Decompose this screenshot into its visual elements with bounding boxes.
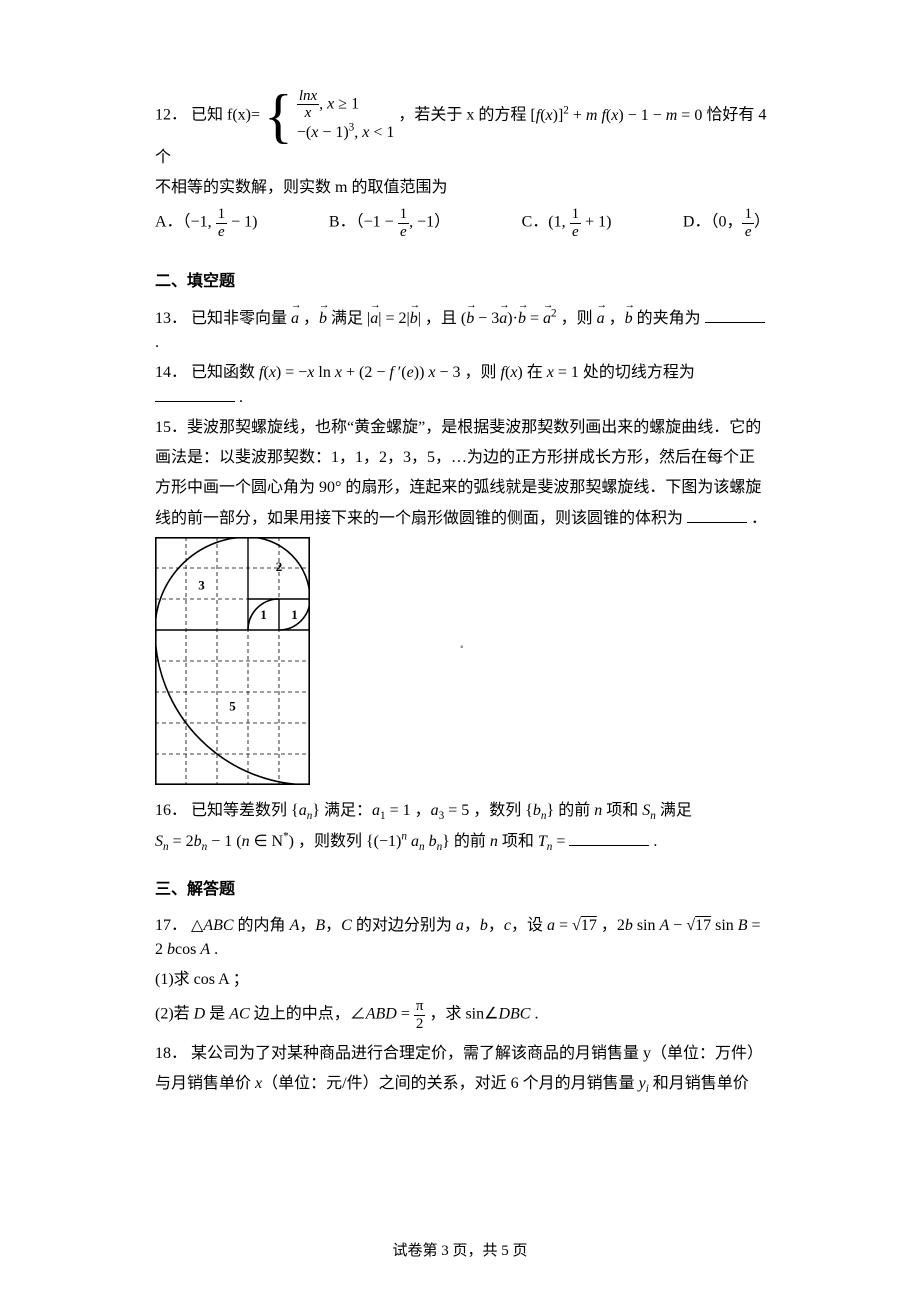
q16-num: 16． [155, 802, 187, 819]
q15-num: 15． [155, 419, 187, 436]
q15-l1: 斐波那契螺旋线，也称“黄金螺旋”，是根据斐波那契数列画出来的螺旋曲线．它的 [187, 419, 761, 436]
q16-tail: . [653, 833, 657, 850]
q12-eq: [f(x)]2 + m f(x) − 1 − m = 0 [530, 107, 702, 124]
q12-prefix: 已知 f(x)= [191, 107, 260, 124]
svg-text:5: 5 [229, 698, 236, 713]
section3-title: 三、解答题 [155, 878, 770, 902]
q13-text: 已知非零向量 a ，b 满足 |a| = 2|b| ，且 (b − 3a)·b … [191, 310, 701, 327]
q15-l2: 画法是：以斐波那契数：1，1，2，3，5，…为边的正方形拼成长方形，然后在每个正 [155, 446, 770, 470]
question-15: 15．斐波那契螺旋线，也称“黄金螺旋”，是根据斐波那契数列画出来的螺旋曲线．它的… [155, 416, 770, 785]
question-16: 16． 已知等差数列 {an} 满足：a1 = 1 ，a3 = 5 ，数列 {b… [155, 799, 770, 854]
q17-p2: (2)若 D 是 AC 边上的中点，∠ABD = π2 ，求 sin∠DBC . [155, 998, 770, 1032]
q12-options: A．（−1, 1e − 1) B．（−1 − 1e, −1） C．(1, 1e … [155, 206, 770, 240]
brace-icon: { [264, 86, 293, 146]
q15-tail: ． [751, 510, 767, 527]
page-footer: 试卷第 3 页，共 5 页 [0, 1240, 920, 1263]
q12-piecewise: lnxx, x ≥ 1 −(x − 1)3, x < 1 [297, 88, 395, 144]
q17-l1: △ABC 的内角 A，B，C 的对边分别为 a，b，c，设 a = 17 ，2b… [155, 917, 761, 958]
q14-num: 14． [155, 364, 187, 381]
q12-opt-c: C．(1, 1e + 1) [522, 206, 612, 240]
fibonacci-spiral-figure: 2 3 1 1 5 [155, 537, 310, 785]
svg-text:1: 1 [291, 607, 298, 622]
q17-p1: (1)求 cos A ； [155, 968, 770, 992]
q14-text: 已知函数 f(x) = −x ln x + (2 − f ′(e)) x − 3… [191, 364, 695, 381]
q13-tail: . [155, 334, 159, 351]
q15-l3: 方形中画一个圆心角为 90° 的扇形，连起来的弧线就是斐波那契螺旋线．下图为该螺… [155, 476, 770, 500]
q14-tail: . [239, 389, 243, 406]
q14-blank [155, 385, 235, 402]
q12-piece2: −(x − 1)3, x < 1 [297, 122, 395, 144]
center-dot-icon: ▪ [460, 640, 464, 655]
question-13: 13． 已知非零向量 a ，b 满足 |a| = 2|b| ，且 (b − 3a… [155, 306, 770, 355]
svg-text:3: 3 [198, 578, 205, 593]
q17-num: 17． [155, 917, 187, 934]
svg-text:2: 2 [276, 559, 283, 574]
q16-l2: Sn = 2bn − 1 (n ∈ N*) ，则数列 {(−1)n an bn}… [155, 833, 569, 850]
question-18: 18． 某公司为了对某种商品进行合理定价，需了解该商品的月销售量 y（单位：万件… [155, 1042, 770, 1096]
q12-num: 12． [155, 107, 187, 124]
section2-title: 二、填空题 [155, 270, 770, 294]
q18-l2: 与月销售单价 x（单位：元/件）之间的关系，对近 6 个月的月销售量 yi 和月… [155, 1072, 770, 1096]
q13-num: 13． [155, 310, 187, 327]
q12-opt-a: A．（−1, 1e − 1) [155, 206, 257, 240]
q13-blank [705, 306, 765, 323]
question-14: 14． 已知函数 f(x) = −x ln x + (2 − f ′(e)) x… [155, 361, 770, 410]
svg-text:1: 1 [260, 607, 267, 622]
question-12: 12． 已知 f(x)= { lnxx, x ≥ 1 −(x − 1)3, x … [155, 86, 770, 240]
q12-piece1: lnxx, x ≥ 1 [297, 88, 395, 122]
question-17: 17． △ABC 的内角 A，B，C 的对边分别为 a，b，c，设 a = 17… [155, 914, 770, 1032]
q12-line2: 不相等的实数解，则实数 m 的取值范围为 [155, 176, 770, 200]
q16-blank [569, 829, 649, 846]
q12-mid: ，若关于 x 的方程 [398, 107, 526, 124]
q12-line1: 12． 已知 f(x)= { lnxx, x ≥ 1 −(x − 1)3, x … [155, 86, 770, 170]
q16-l1: 已知等差数列 {an} 满足：a1 = 1 ，a3 = 5 ，数列 {bn} 的… [191, 802, 692, 819]
q12-opt-b: B．（−1 − 1e, −1） [329, 206, 450, 240]
q18-l1: 某公司为了对某种商品进行合理定价，需了解该商品的月销售量 y（单位：万件） [191, 1045, 763, 1062]
q15-blank [687, 506, 747, 523]
q15-l4: 线的前一部分，如果用接下来的一个扇形做圆锥的侧面，则该圆锥的体积为 [155, 510, 683, 527]
q18-num: 18． [155, 1045, 187, 1062]
q12-opt-d: D．（0，1e） [683, 206, 770, 240]
